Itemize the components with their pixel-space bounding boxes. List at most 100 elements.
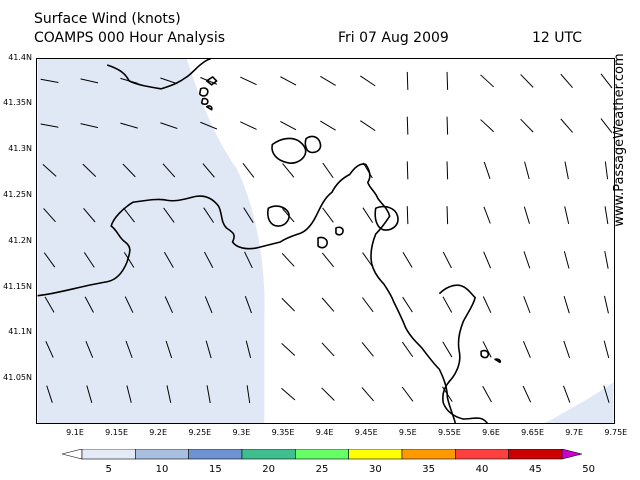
wind-barb: [42, 164, 57, 177]
olbia-coast: [438, 284, 489, 423]
wind-barb: [401, 386, 414, 402]
wind-barb: [245, 340, 252, 359]
time-label: 12 UTC: [532, 30, 583, 46]
wind-barb: [244, 251, 253, 269]
wind-barb: [523, 296, 531, 314]
latitude-label: 41.05N: [3, 373, 32, 382]
longitude-label: 9.45E: [354, 428, 378, 437]
small-islet-east-2: [494, 358, 502, 364]
wind-barb: [563, 340, 571, 359]
wind-barb: [163, 207, 175, 223]
map-header: Surface Wind (knots) COAMPS 000 Hour Ana…: [34, 10, 604, 48]
longitude-label: 9.75E: [604, 428, 628, 437]
wind-barb: [240, 76, 257, 86]
legend-segment: [81, 449, 136, 460]
legend-label: 20: [262, 464, 276, 475]
longitude-label: 9.7E: [565, 428, 584, 437]
wind-barb: [446, 206, 449, 225]
legend-segment: [508, 449, 563, 460]
legend-color-bar: [62, 449, 582, 460]
longitude-label: 9.25E: [188, 428, 212, 437]
wind-shading-layer: [37, 59, 614, 423]
wind-barb: [604, 206, 609, 225]
legend-label: 5: [105, 464, 112, 475]
wind-barb: [446, 116, 449, 135]
wind-barb: [280, 121, 297, 131]
wind-barb: [560, 73, 573, 88]
latitude-label: 41.15N: [3, 282, 32, 291]
wind-barb: [281, 387, 296, 401]
wind-map: [36, 58, 615, 424]
wind-barb: [126, 385, 132, 403]
legend-label: 40: [475, 464, 489, 475]
coastline-layer: [37, 59, 502, 423]
watermark-text: www.PassageWeather.com: [612, 53, 627, 227]
latitude-label: 41.2N: [8, 236, 32, 245]
wind-barb: [604, 161, 609, 180]
wind-barb: [86, 385, 93, 403]
wind-barb: [321, 387, 335, 401]
wind-barb: [361, 387, 375, 402]
wind-barb: [163, 251, 174, 268]
wind-barb: [560, 118, 573, 133]
wind-barb: [122, 163, 136, 178]
wind-barb: [80, 78, 99, 84]
wind-barb: [281, 208, 295, 223]
wind-barb: [205, 340, 212, 359]
wind-barb: [84, 296, 94, 313]
wind-barb: [125, 340, 133, 359]
wind-barb: [603, 385, 610, 403]
maddalena-island: [271, 137, 307, 164]
longitude-label: 9.35E: [271, 428, 295, 437]
wind-barb: [202, 163, 215, 178]
wind-barb: [321, 297, 335, 312]
wind-barb: [120, 122, 138, 129]
legend-label: 45: [528, 464, 542, 475]
wind-barb: [402, 296, 413, 313]
wind-barb: [406, 206, 409, 225]
wind-barb: [406, 116, 409, 135]
legend-segment: [241, 449, 296, 460]
wind-barb: [480, 74, 495, 88]
caprera-island: [304, 135, 322, 154]
wind-barb: [242, 163, 255, 178]
header-line-2: COAMPS 000 Hour Analysis Fri 07 Aug 2009…: [34, 29, 604, 48]
legend-segment: [455, 449, 509, 460]
wind-barb: [82, 163, 97, 178]
wind-barb: [480, 119, 495, 133]
legend-arrow-right: [561, 449, 582, 460]
wind-speed-legend: [62, 449, 582, 460]
legend-segment: [348, 449, 403, 460]
legend-label: 15: [208, 464, 222, 475]
wind-barb: [200, 121, 218, 130]
wind-barb: [362, 162, 373, 179]
wind-barb: [360, 120, 376, 132]
wind-barb: [563, 295, 570, 314]
wind-barb: [80, 123, 99, 129]
wind-barb: [520, 118, 534, 133]
longitude-label: 9.2E: [149, 428, 168, 437]
legend-arrow-left: [62, 449, 83, 460]
wind-barb: [604, 251, 609, 269]
wind-barb: [46, 385, 53, 403]
wind-barb: [522, 385, 532, 403]
legend-label: 25: [315, 464, 329, 475]
wind-barb: [165, 340, 173, 359]
sardinia-coastline: [37, 163, 457, 423]
wind-barb: [524, 161, 530, 180]
lavezzi-islands: [198, 87, 213, 111]
wind-barb: [522, 340, 531, 358]
longitude-label: 9.4E: [315, 428, 334, 437]
wind-barb: [523, 251, 531, 269]
longitude-label: 9.15E: [105, 428, 129, 437]
wind-barb: [446, 71, 449, 90]
map-title: Surface Wind (knots): [34, 11, 181, 27]
wind-barb: [164, 296, 173, 314]
wind-barb: [204, 296, 213, 314]
wind-barb: [564, 206, 570, 225]
wind-barb: [43, 208, 56, 223]
corsica-coastline: [106, 59, 211, 90]
wind-barb: [322, 207, 334, 223]
wind-barb: [482, 386, 492, 403]
wind-barb: [280, 76, 297, 86]
